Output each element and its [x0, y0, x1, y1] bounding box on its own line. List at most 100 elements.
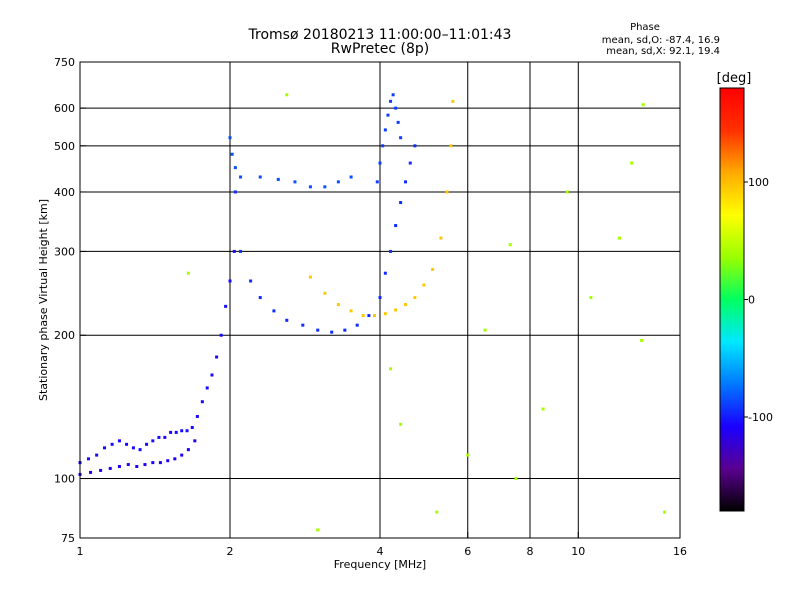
data-point [185, 429, 189, 433]
data-point [399, 136, 403, 140]
data-point [330, 330, 334, 334]
data-point [205, 386, 209, 390]
data-point [391, 93, 395, 97]
data-point [180, 453, 184, 457]
data-point [308, 185, 312, 189]
x-tick-label: 8 [527, 545, 534, 558]
x-tick-label: 2 [227, 545, 234, 558]
plot-grid [80, 62, 680, 538]
y-tick-label: 400 [54, 186, 75, 199]
x-axis-label: Frequency [MHz] [334, 558, 426, 571]
data-point [389, 367, 393, 371]
data-point [151, 461, 155, 465]
data-point [103, 446, 107, 450]
data-point [285, 318, 289, 322]
phase-stats-x-mode: mean, sd,X: 92.1, 19.4 [606, 46, 720, 57]
data-point [394, 224, 398, 228]
data-point [316, 328, 320, 332]
y-tick-label: 500 [54, 140, 75, 153]
colorbar-label: [deg] [717, 71, 752, 86]
data-point [394, 106, 398, 110]
data-point [89, 470, 93, 474]
data-point [383, 128, 387, 132]
data-point [169, 430, 173, 434]
data-point [375, 180, 379, 184]
data-point [323, 291, 327, 295]
data-point [618, 236, 622, 240]
data-point [117, 464, 121, 468]
data-point [389, 249, 393, 253]
data-point [230, 152, 234, 156]
data-point [258, 175, 262, 179]
data-point [131, 446, 135, 450]
data-point [399, 201, 403, 205]
y-tick-label: 100 [54, 473, 75, 486]
x-tick-label: 6 [464, 545, 471, 558]
data-point [589, 296, 593, 300]
data-point [361, 314, 365, 318]
data-point [249, 279, 253, 283]
data-point [383, 271, 387, 275]
data-point [514, 477, 518, 481]
data-point [224, 304, 228, 308]
data-point [190, 425, 194, 429]
data-point [336, 180, 340, 184]
data-point [110, 442, 114, 446]
data-point [99, 468, 103, 472]
data-point [386, 113, 390, 117]
colorbar-tick-label: 100 [748, 176, 769, 189]
data-point [135, 464, 139, 468]
data-point [435, 510, 439, 514]
data-point [343, 328, 347, 332]
chart-subtitle: RwPretec (8p) [331, 41, 429, 57]
data-point [349, 309, 353, 313]
data-point [108, 466, 112, 470]
y-tick-label: 750 [54, 56, 75, 69]
data-point [293, 180, 297, 184]
data-point [239, 175, 243, 179]
data-point [445, 190, 449, 194]
data-point [439, 236, 443, 240]
data-point [163, 435, 167, 439]
data-point [117, 439, 121, 443]
phase-stats-o-mode: mean, sd,O: -87.4, 16.9 [602, 35, 720, 46]
data-point [378, 161, 382, 165]
y-axis-ticks: 75 100 200 300 400 500 600 750 [54, 56, 86, 545]
series-x-mode-f-layer-trace [308, 99, 455, 318]
y-tick-label: 200 [54, 329, 75, 342]
data-point [180, 429, 184, 433]
data-point [200, 400, 204, 404]
chart-title: Tromsø 20180213 11:00:00–11:01:43 [248, 27, 512, 43]
series-o-mode-upper-branch [375, 93, 403, 184]
data-point [413, 296, 417, 300]
x-axis-ticks: 1 2 4 6 8 10 16 [77, 532, 687, 558]
data-point [541, 407, 545, 411]
x-tick-label: 16 [673, 545, 687, 558]
data-point [272, 309, 276, 313]
y-tick-label: 600 [54, 102, 75, 115]
series-o-mode-high-echoes [228, 136, 353, 189]
series-low-freq-lower-echoes [78, 439, 197, 476]
data-point [157, 435, 161, 439]
data-point [186, 448, 190, 452]
data-point [138, 448, 142, 452]
data-point [145, 442, 149, 446]
data-point [408, 161, 412, 165]
data-points [78, 93, 667, 532]
data-point [663, 510, 667, 514]
series-scattered-echoes [186, 93, 667, 532]
data-point [383, 312, 387, 316]
y-tick-label: 300 [54, 245, 75, 258]
data-point [285, 93, 289, 97]
data-point [378, 296, 382, 300]
series-o-mode-f-layer-trace [233, 144, 417, 334]
y-tick-label: 75 [61, 532, 75, 545]
data-point [316, 528, 320, 532]
y-axis-label: Stationary phase Virtual Height [km] [37, 199, 50, 401]
data-point [413, 144, 417, 148]
data-point [640, 338, 644, 342]
data-point [373, 314, 377, 318]
data-point [336, 303, 340, 307]
data-point [355, 323, 359, 327]
